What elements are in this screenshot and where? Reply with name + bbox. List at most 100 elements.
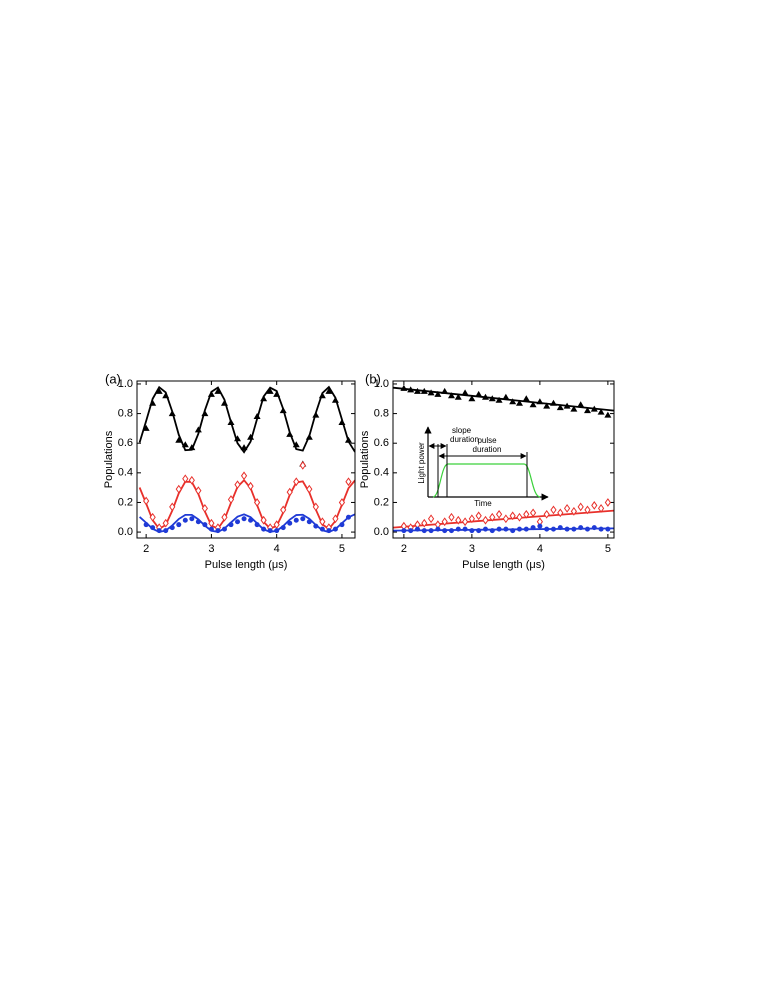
y-tick-label: 0.8 bbox=[374, 407, 389, 419]
data-point bbox=[597, 408, 605, 415]
data-point bbox=[286, 430, 294, 437]
data-point bbox=[441, 387, 449, 394]
data-point bbox=[306, 484, 313, 494]
data-point bbox=[442, 528, 448, 534]
data-point bbox=[522, 395, 530, 402]
data-point bbox=[181, 441, 189, 448]
data-point bbox=[188, 475, 195, 485]
inset-label: duration bbox=[473, 445, 502, 454]
data-point bbox=[550, 505, 557, 515]
data-point bbox=[280, 525, 286, 531]
data-point bbox=[544, 526, 550, 532]
data-point bbox=[523, 526, 529, 532]
y-tick-label: 0.2 bbox=[374, 496, 389, 508]
data-point bbox=[462, 526, 468, 532]
data-point bbox=[482, 526, 488, 532]
data-point bbox=[162, 518, 169, 528]
data-point bbox=[455, 526, 461, 532]
y-tick-label: 0.8 bbox=[118, 407, 133, 419]
data-point bbox=[201, 410, 209, 417]
data-point bbox=[510, 528, 516, 534]
data-point bbox=[441, 517, 448, 527]
data-point bbox=[556, 404, 564, 411]
data-point bbox=[591, 525, 597, 531]
data-point bbox=[143, 522, 149, 528]
data-point bbox=[414, 526, 420, 532]
fit-line bbox=[139, 513, 355, 534]
plot-frame bbox=[392, 380, 615, 539]
data-point bbox=[469, 528, 475, 534]
data-point bbox=[279, 407, 287, 414]
plot-area bbox=[138, 385, 355, 534]
data-point bbox=[299, 461, 306, 470]
data-point bbox=[502, 514, 509, 524]
data-point bbox=[503, 526, 509, 532]
x-tick-label: 2 bbox=[143, 543, 149, 555]
fit-line bbox=[138, 478, 355, 531]
data-point bbox=[557, 508, 564, 518]
data-point bbox=[194, 426, 202, 433]
data-point bbox=[338, 498, 346, 507]
y-axis-label: Populations bbox=[103, 430, 115, 488]
data-point bbox=[293, 517, 299, 523]
data-point bbox=[248, 517, 254, 523]
data-point bbox=[228, 522, 234, 528]
data-point bbox=[543, 402, 551, 409]
panel: (a) 2 3 4 5 0.0 0.2 0.4 0.6 0.8 1.0 Pulse length (μ… bbox=[103, 371, 356, 571]
y-tick-label: 0.4 bbox=[374, 467, 389, 479]
data-point bbox=[468, 395, 476, 402]
data-point bbox=[570, 506, 577, 516]
data-point bbox=[583, 407, 591, 414]
data-point bbox=[495, 396, 503, 403]
data-point bbox=[306, 519, 312, 525]
data-point bbox=[247, 481, 254, 491]
data-point bbox=[220, 399, 228, 406]
data-point bbox=[400, 384, 408, 391]
data-point bbox=[182, 517, 188, 523]
data-point bbox=[339, 522, 345, 528]
data-point bbox=[454, 393, 462, 400]
data-point bbox=[598, 526, 604, 532]
data-point bbox=[407, 386, 415, 393]
y-tick-label: 0.0 bbox=[374, 526, 389, 538]
data-point bbox=[253, 413, 261, 420]
data-point bbox=[584, 505, 591, 515]
inset-schematic: slope duration pulse duration Light powe… bbox=[417, 426, 549, 508]
data-point bbox=[254, 522, 260, 528]
panel-label: (b) bbox=[365, 371, 381, 386]
data-point bbox=[332, 526, 338, 532]
data-point bbox=[312, 411, 320, 418]
data-point bbox=[448, 512, 455, 522]
data-point bbox=[168, 410, 176, 417]
y-tick-label: 1.0 bbox=[374, 378, 389, 390]
data-point bbox=[266, 387, 274, 394]
x-tick-label: 5 bbox=[339, 543, 345, 555]
inset-label: pulse bbox=[477, 436, 497, 445]
data-point bbox=[260, 395, 268, 402]
data-point bbox=[326, 528, 332, 534]
data-point bbox=[182, 474, 189, 484]
data-point bbox=[331, 396, 339, 403]
data-point bbox=[434, 390, 442, 397]
x-tick-label: 2 bbox=[401, 543, 407, 555]
data-point bbox=[234, 435, 242, 442]
data-point bbox=[287, 520, 293, 526]
x-tick-label: 5 bbox=[605, 543, 611, 555]
data-point bbox=[536, 398, 544, 405]
data-point bbox=[202, 522, 208, 528]
data-point bbox=[481, 393, 489, 400]
data-point bbox=[571, 526, 577, 532]
y-tick-label: 0.4 bbox=[118, 467, 133, 479]
data-point bbox=[195, 519, 201, 525]
data-point bbox=[149, 399, 157, 406]
data-point bbox=[188, 444, 196, 451]
data-point bbox=[421, 528, 427, 534]
data-point bbox=[300, 516, 306, 522]
data-point bbox=[530, 525, 536, 531]
data-point bbox=[345, 477, 352, 487]
data-point bbox=[428, 528, 434, 534]
data-point bbox=[234, 480, 241, 490]
data-point bbox=[523, 509, 530, 519]
data-point bbox=[563, 402, 571, 409]
